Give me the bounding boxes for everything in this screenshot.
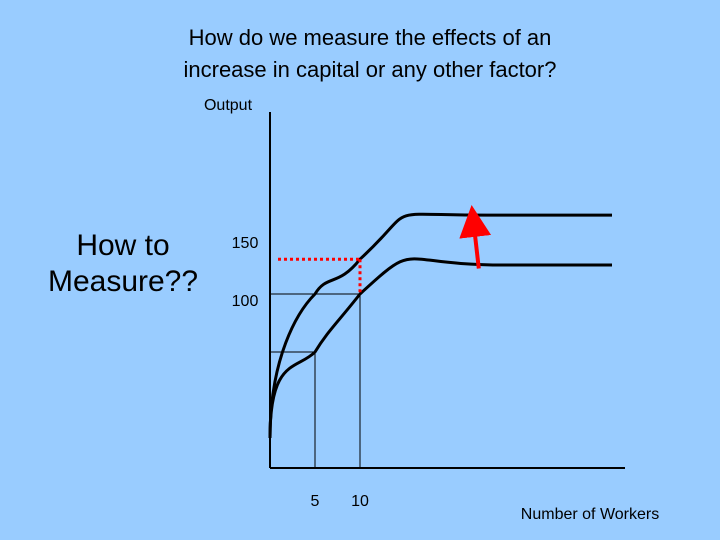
how-to-measure-label: How to Measure?? <box>28 228 218 300</box>
x-tick-10: 10 <box>351 493 369 510</box>
y-tick-100: 100 <box>232 293 259 310</box>
x-axis-label: Number of Workers <box>521 506 659 523</box>
side-label-line-2: Measure?? <box>47 265 199 298</box>
slide-title: How do we measure the effects of an incr… <box>0 22 720 86</box>
y-axis-label: Output <box>204 97 253 114</box>
shift-arrow <box>459 205 492 269</box>
title-line-2: increase in capital or any other factor? <box>183 57 557 82</box>
y-tick-150: 150 <box>232 235 259 252</box>
title-line-1: How do we measure the effects of an <box>188 25 552 50</box>
shifted-production-curve <box>268 212 612 439</box>
original-production-curve <box>268 257 612 439</box>
x-tick-5: 5 <box>311 493 320 510</box>
side-label-line-1: How to <box>76 229 170 262</box>
